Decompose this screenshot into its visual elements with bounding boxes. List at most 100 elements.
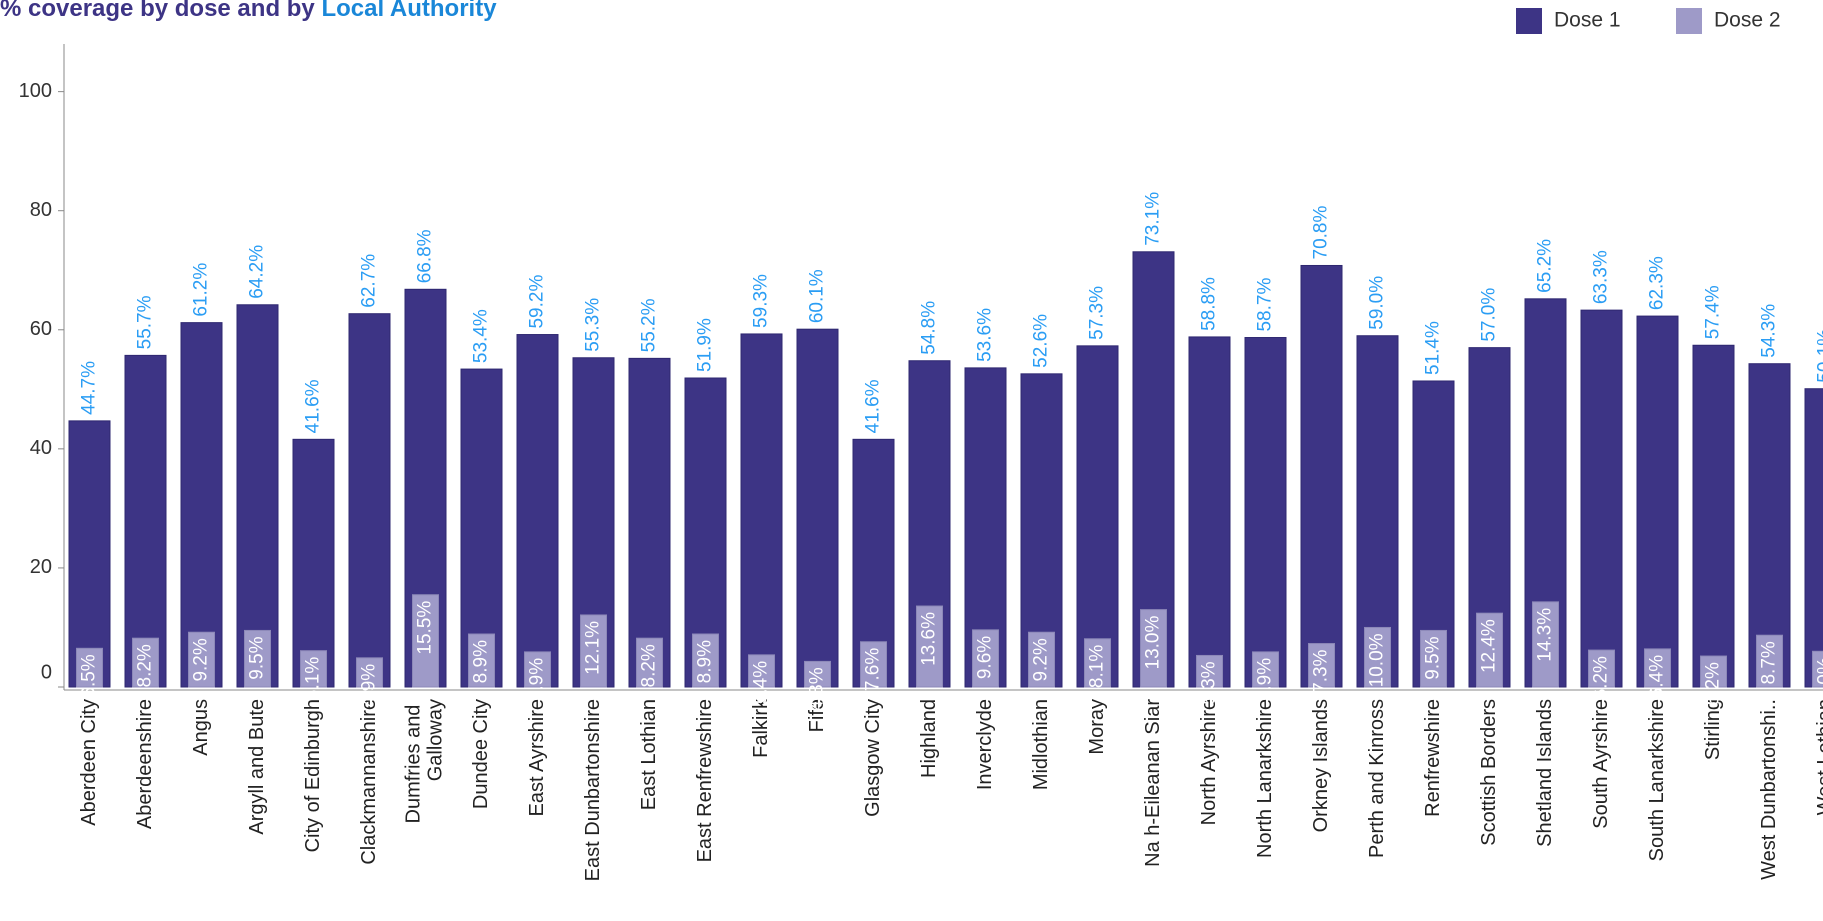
bar (180, 322, 223, 688)
data-label: 61.2% (191, 263, 212, 317)
x-tick-label: Angus (190, 699, 212, 756)
data-label: 58.7% (1255, 278, 1276, 332)
data-label: 41.6% (303, 379, 324, 433)
bar (292, 438, 335, 688)
bar (972, 629, 999, 688)
y-tick-label: 60 (30, 318, 52, 340)
legend-label: Dose 1 (1554, 9, 1621, 32)
x-tick-label: East Renfrewshire (694, 699, 716, 862)
x-tick-label: West Dunbartonshi.. (1758, 699, 1780, 880)
data-label: 9.6% (975, 636, 996, 679)
data-label: 9.5% (1423, 636, 1444, 679)
bar (188, 631, 215, 688)
bar (916, 605, 943, 688)
x-tick-label: West Lothian (1814, 699, 1823, 815)
title-link[interactable]: Local Authority (321, 0, 497, 22)
bar (1308, 643, 1335, 688)
bar (1188, 336, 1231, 688)
data-label: 57.0% (1479, 288, 1500, 342)
bar (1252, 651, 1279, 688)
bar (796, 328, 839, 688)
data-label: 5.3% (1199, 661, 1220, 704)
x-tick-label: East Ayrshire (526, 699, 548, 816)
bar (1644, 648, 1671, 688)
x-tick-label: Moray (1086, 699, 1108, 755)
chart-title: % coverage by dose and by Local Authorit… (0, 0, 497, 22)
data-label: 63.3% (1591, 250, 1612, 304)
bar (300, 650, 327, 688)
x-tick-label: Aberdeen City (78, 699, 100, 826)
data-label: 10.0% (1367, 633, 1388, 687)
data-label: 66.8% (415, 229, 436, 283)
bar (1692, 344, 1735, 688)
data-label: 73.1% (1143, 192, 1164, 246)
data-label: 6.5% (79, 654, 100, 697)
bar (1076, 345, 1119, 688)
data-label: 62.3% (1647, 256, 1668, 310)
data-label: 8.9% (471, 640, 492, 683)
x-tick-label: Na h-Eileanan Siar (1142, 699, 1164, 867)
x-tick-label: North Ayrshire (1198, 699, 1220, 825)
data-label: 13.0% (1143, 615, 1164, 669)
x-tick-label: Scottish Borders (1478, 699, 1500, 846)
bar (1244, 337, 1287, 688)
x-tick-label: North Lanarkshire (1254, 699, 1276, 858)
data-label: 5.9% (527, 658, 548, 701)
bar (1812, 650, 1823, 688)
data-label: 41.6% (863, 379, 884, 433)
data-label: 5.4% (751, 661, 772, 704)
bar (1140, 609, 1167, 688)
x-tick-label: South Ayrshire (1590, 699, 1612, 829)
bar (348, 313, 391, 688)
data-label: 4.3% (807, 667, 828, 710)
bar (692, 633, 719, 688)
x-tick-line: Dumfries and (403, 699, 425, 824)
bar (1804, 388, 1823, 688)
bar (516, 334, 559, 688)
bar (1588, 649, 1615, 688)
bar (748, 654, 775, 688)
bar (124, 354, 167, 688)
data-label: 7.3% (1311, 649, 1332, 692)
data-label: 64.2% (247, 245, 268, 299)
y-tick-label: 20 (30, 556, 52, 578)
data-label: 54.8% (919, 301, 940, 355)
bar (636, 637, 663, 688)
bar (1084, 638, 1111, 688)
bar (804, 660, 831, 688)
x-tick-label: Renfrewshire (1422, 699, 1444, 817)
x-tick-label: Stirling (1702, 699, 1724, 760)
x-tick-label: Orkney Islands (1310, 699, 1332, 832)
x-tick-label: Highland (918, 699, 940, 778)
data-label: 55.7% (135, 295, 156, 349)
data-label: 53.6% (975, 308, 996, 362)
data-label: 62.7% (359, 254, 380, 308)
data-label: 70.8% (1311, 205, 1332, 259)
bar (460, 368, 503, 688)
bar (76, 647, 103, 688)
bar (1476, 612, 1503, 688)
data-label: 9.2% (191, 638, 212, 681)
data-label: 57.3% (1087, 286, 1108, 340)
data-label: 50.1% (1815, 329, 1823, 383)
data-label: 54.3% (1759, 304, 1780, 358)
bar (412, 594, 439, 688)
y-tick-label: 100 (19, 80, 52, 102)
bar (68, 420, 111, 688)
data-label: 57.4% (1703, 285, 1724, 339)
x-tick-label: East Dunbartonshire (582, 699, 604, 881)
x-tick-label: Fife (806, 699, 828, 732)
bar (468, 633, 495, 688)
data-label: 59.3% (751, 274, 772, 328)
data-label: 8.7% (1759, 641, 1780, 684)
bar (1196, 654, 1223, 688)
data-label: 55.2% (639, 298, 660, 352)
x-tick-label: South Lanarkshire (1646, 699, 1668, 861)
x-tick-label: Aberdeenshire (134, 699, 156, 829)
bar (1636, 315, 1679, 688)
data-label: 44.7% (79, 361, 100, 415)
legend-swatch (1516, 8, 1542, 34)
bar (1748, 363, 1791, 688)
data-label: 65.2% (1535, 239, 1556, 293)
